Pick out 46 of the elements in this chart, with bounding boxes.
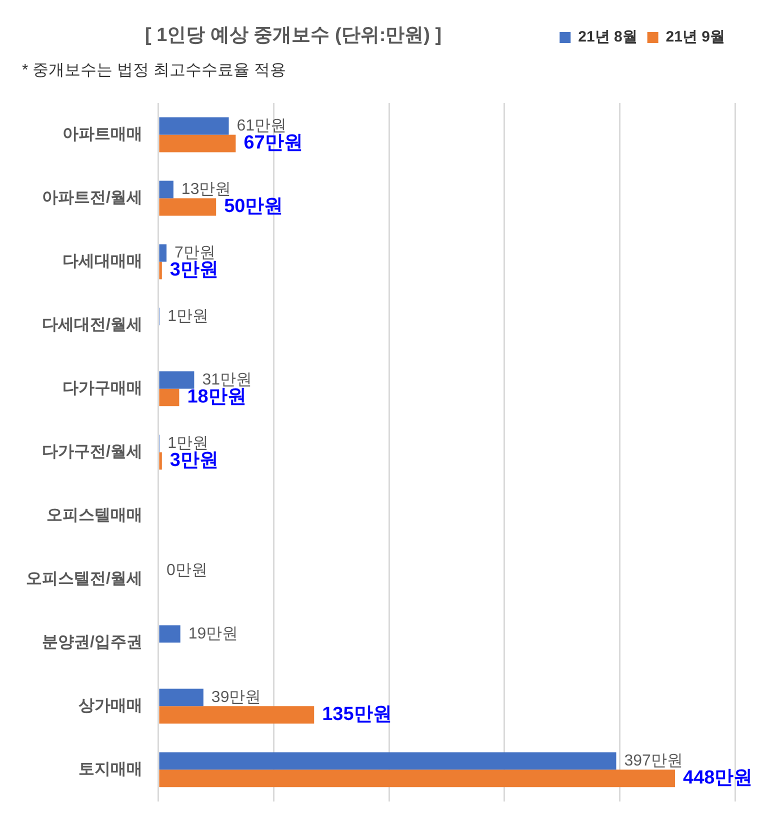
data-label: 135만원 (322, 704, 392, 726)
data-label: 397만원 (624, 752, 683, 770)
bar (159, 452, 162, 470)
text: * 중개보수는 법정 최고수수료율 적용 (22, 61, 286, 81)
bar (159, 134, 236, 152)
data-label: 448만원 (683, 768, 753, 789)
data-label: 3만원 (170, 260, 218, 281)
data-label: 61만원 (236, 117, 287, 134)
data-label: 3만원 (170, 450, 218, 472)
data-label: 18만원 (187, 386, 246, 408)
data-label: 50만원 (224, 196, 284, 218)
data-label: 19만원 (188, 625, 238, 642)
legend-label: 21년 8월 (578, 28, 638, 46)
y-tick-label: 다세대매매 (62, 253, 142, 270)
bar (159, 770, 676, 788)
bar (159, 180, 174, 198)
bar (159, 262, 162, 280)
bar (159, 198, 216, 216)
y-tick-label: 토지매매 (78, 761, 142, 778)
bar (159, 244, 167, 262)
chart-title: [ 1인당 예상 중개보수 (단위:만원) ] (145, 24, 442, 48)
data-label: 0만원 (166, 562, 208, 579)
y-tick-label: 아파트매매 (62, 126, 142, 144)
bar (159, 388, 180, 406)
bar (159, 752, 616, 770)
data-label: 7만원 (174, 244, 216, 262)
data-label: 31만원 (202, 371, 252, 388)
y-tick-label: 다가구전/월세 (42, 444, 142, 461)
y-tick-label: 상가매매 (78, 698, 142, 715)
y-tick-label: 오피스텔전/월세 (26, 570, 142, 588)
data-label: 1만원 (168, 308, 209, 325)
data-label: 13만원 (181, 180, 232, 198)
data-label: 67만원 (244, 132, 303, 154)
y-tick-label: 오피스텔매매 (46, 507, 142, 524)
bar (159, 371, 194, 389)
bar (159, 706, 314, 724)
bar (159, 117, 229, 135)
y-tick-label: 아파트전/월세 (42, 190, 142, 207)
data-label: 1만원 (168, 434, 209, 452)
y-tick-label: 분양권/입주권 (42, 634, 142, 652)
legend-label: 21년 9월 (666, 28, 726, 46)
bar (159, 625, 180, 643)
y-tick-label: 다가구매매 (62, 380, 142, 398)
bar (159, 688, 204, 706)
y-tick-label: 다세대전/월세 (42, 316, 142, 334)
data-label: 39만원 (211, 688, 262, 706)
